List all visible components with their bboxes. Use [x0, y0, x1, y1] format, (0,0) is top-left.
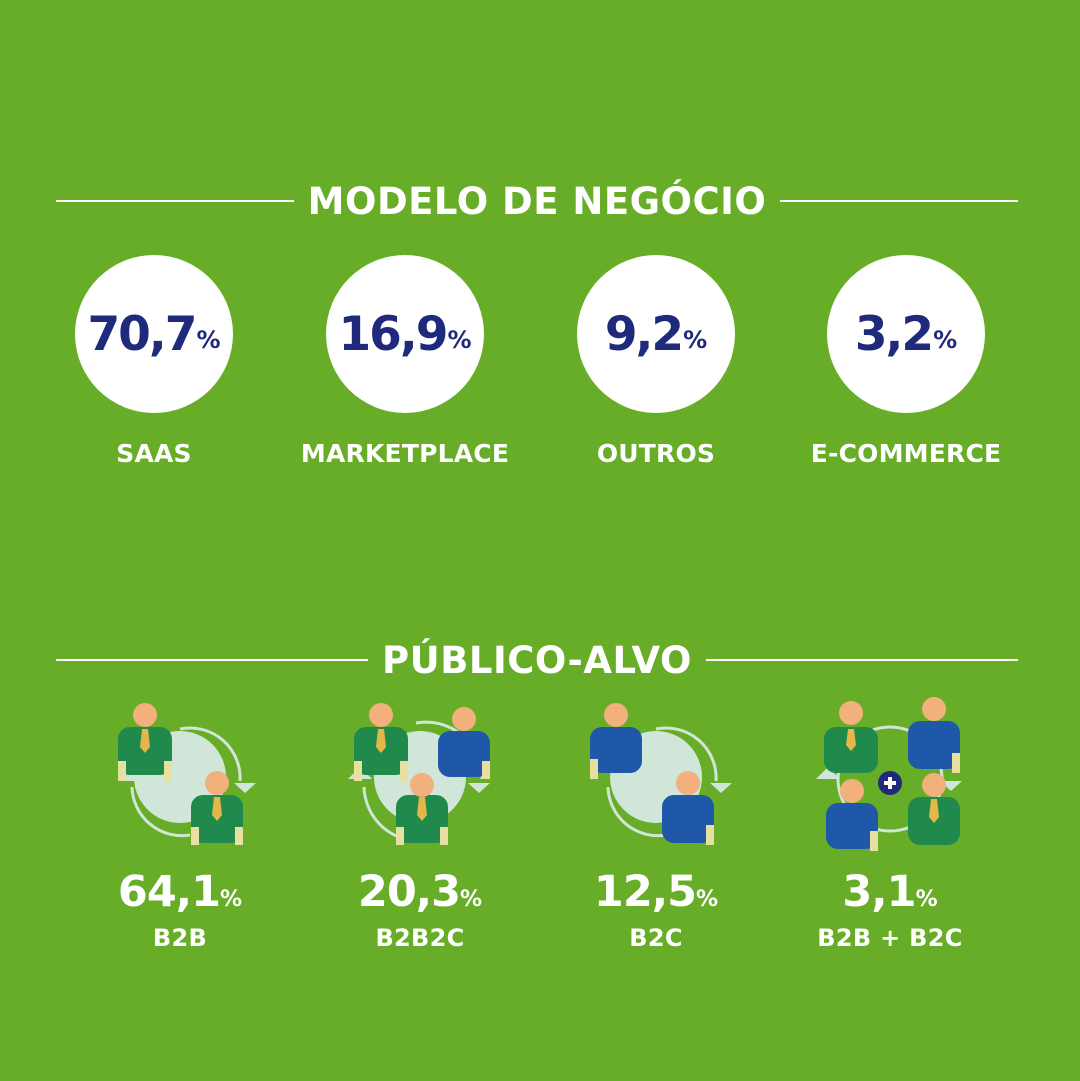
audience-label: B2B2C [375, 924, 465, 952]
stat-unit: % [447, 326, 472, 354]
section-title-publico: PÚBLICO-ALVO [382, 638, 692, 682]
stat-value: 16,9 [338, 306, 448, 362]
audience-value: 3,1% [790, 869, 990, 924]
audience-label: B2B [152, 924, 208, 952]
b2b-people-icon [118, 703, 256, 845]
audience-label: B2B + B2C [817, 924, 963, 952]
audience-number: 20,3 [357, 867, 461, 917]
stat-unit: % [933, 326, 958, 354]
stat-label: OUTROS [596, 439, 716, 468]
audience-unit: % [460, 887, 483, 912]
audience-value: 20,3% [320, 869, 520, 924]
stat-label: E-COMMERCE [810, 439, 1002, 468]
divider-line-left [56, 200, 294, 202]
audience-b2c: 12,5% B2C [556, 695, 756, 952]
b2b-plus-b2c-people-icon [816, 697, 962, 851]
stat-value: 3,2 [854, 306, 934, 362]
audience-number: 12,5 [593, 867, 697, 917]
stat-ecommerce: 3,2% E-COMMERCE [786, 255, 1026, 468]
stat-saas: 70,7% SAAS [34, 255, 274, 468]
publico-section-header: PÚBLICO-ALVO [56, 630, 1019, 690]
divider-line-left [56, 659, 369, 661]
audience-number: 64,1 [117, 867, 221, 917]
audience-unit: % [915, 887, 938, 912]
b2b2c-people-icon [348, 703, 490, 845]
section-title-modelo: MODELO DE NEGÓCIO [307, 179, 767, 223]
audience-b2b-plus-b2c: 3,1% B2B + B2C [790, 695, 990, 952]
stat-value: 70,7 [87, 306, 197, 362]
stat-circle: 9,2% [577, 255, 735, 413]
stat-label: SAAS [116, 439, 192, 468]
audience-unit: % [220, 887, 243, 912]
b2c-people-icon [590, 703, 732, 845]
divider-line-right [705, 659, 1019, 661]
audience-value: 12,5% [556, 869, 756, 924]
stat-label: MARKETPLACE [300, 439, 510, 468]
audience-unit: % [696, 887, 719, 912]
audience-value: 64,1% [80, 869, 280, 924]
stat-marketplace: 16,9% MARKETPLACE [285, 255, 525, 468]
stat-unit: % [683, 326, 708, 354]
divider-line-right [780, 200, 1019, 202]
stat-unit: % [196, 326, 221, 354]
stat-outros: 9,2% OUTROS [536, 255, 776, 468]
modelo-section-header: MODELO DE NEGÓCIO [56, 171, 1019, 231]
audience-b2b: 64,1% B2B [80, 695, 280, 952]
stat-circle: 70,7% [75, 255, 233, 413]
audience-b2b2c: 20,3% B2B2C [320, 695, 520, 952]
stat-value: 9,2 [604, 306, 684, 362]
audience-number: 3,1 [842, 867, 916, 917]
stat-circle: 16,9% [326, 255, 484, 413]
stat-circle: 3,2% [827, 255, 985, 413]
audience-label: B2C [629, 924, 683, 952]
